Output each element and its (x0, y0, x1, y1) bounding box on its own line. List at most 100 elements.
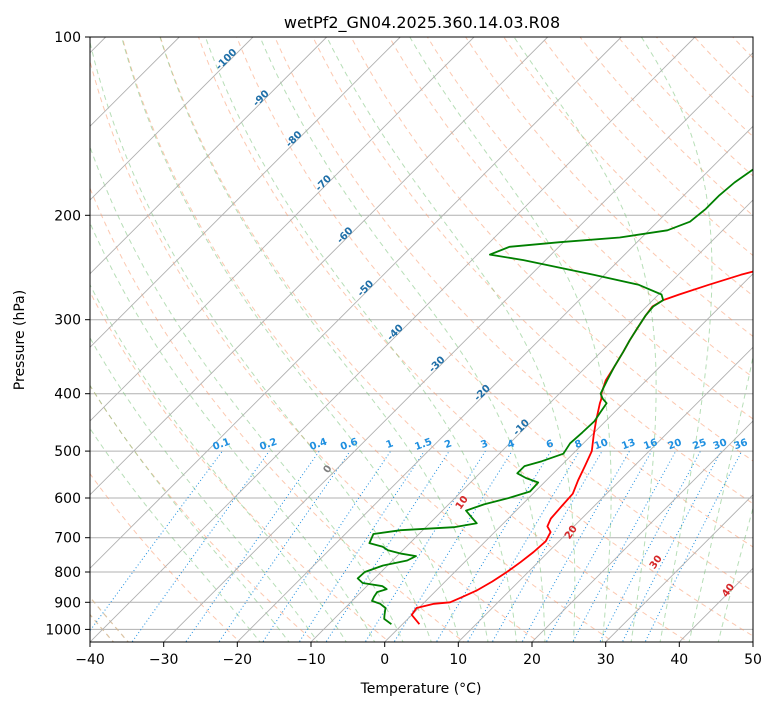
moist-adiabat (688, 354, 753, 642)
isotherm-label: -20 (472, 383, 493, 404)
isotherm (310, 199, 753, 642)
dry-adiabat (236, 37, 753, 592)
mixing-ratio-line (364, 450, 486, 642)
mixing-ratio-label: 20 (667, 437, 684, 452)
dry-adiabat (90, 472, 241, 642)
isotherm (605, 494, 753, 642)
mixing-ratio-label: 0.4 (308, 437, 328, 453)
dry-adiabat (90, 59, 540, 642)
mixing-ratio-label: 0.2 (258, 437, 278, 453)
isotherm (90, 37, 696, 642)
isotherm (90, 37, 328, 275)
horizontal-grid (90, 37, 753, 630)
isotherm (457, 346, 753, 642)
isotherm (90, 37, 549, 496)
isotherm (163, 52, 753, 642)
moist-adiabat-label: 40 (720, 582, 737, 600)
isotherm-label: -10 (511, 418, 532, 439)
x-axis-ticks: −40 −30 −20 −10 0 10 20 30 40 50 (75, 642, 762, 668)
isotherm (90, 37, 475, 422)
x-tick-label: 0 (380, 652, 389, 668)
x-axis-title: Temperature (°C) (360, 681, 482, 697)
mixing-ratio-line (393, 450, 513, 642)
x-tick-label: 30 (597, 652, 615, 668)
moist-adiabat (204, 37, 517, 642)
isotherm-label: -80 (284, 129, 305, 150)
mixing-ratio-line (621, 450, 722, 642)
x-tick-label: −30 (149, 652, 179, 668)
y-tick-label: 400 (54, 387, 81, 403)
y-tick-label: 800 (54, 565, 81, 581)
mixing-ratio-label: 8 (573, 438, 583, 451)
mixing-ratio-label: 10 (593, 437, 610, 452)
mixing-ratio-label: 0.6 (339, 437, 359, 453)
y-axis-title: Pressure (hPa) (12, 290, 28, 390)
isotherm (236, 125, 753, 642)
mixing-ratio-label: 0.1 (211, 437, 231, 453)
isotherm (90, 37, 622, 569)
moist-adiabat (90, 145, 404, 642)
dry-adiabat (503, 37, 753, 297)
dry-adiabat (90, 291, 391, 642)
mixing-ratio-label: 13 (620, 437, 637, 452)
dewpoint-profile-line (356, 168, 753, 625)
plot-area: -100 -90 -80 -70 -60 -50 -40 -30 -20 -10 0.1 0.2 0.4… (90, 24, 775, 645)
dry-adiabat (90, 384, 316, 642)
dry-adiabat (579, 37, 753, 217)
mixing-ratio-label: 36 (733, 437, 750, 452)
dry-adiabat (426, 37, 753, 379)
mixing-ratio-label: 25 (691, 437, 708, 452)
dry-adiabat (350, 37, 753, 462)
isotherm-label: -50 (356, 279, 377, 300)
plot-frame (89, 36, 754, 643)
isotherm-label: -90 (251, 88, 272, 109)
x-tick-label: −40 (75, 652, 105, 668)
x-tick-label: 50 (744, 652, 762, 668)
y-tick-label: 200 (54, 208, 81, 224)
mixing-ratio-line (644, 450, 743, 642)
moist-adiabats (90, 37, 753, 642)
mixing-ratio-line (491, 450, 603, 642)
dry-adiabat (655, 37, 753, 138)
x-tick-label: −20 (223, 652, 253, 668)
dry-adiabat (197, 37, 753, 637)
isotherm-label: -30 (427, 355, 448, 376)
moist-adiabat (90, 384, 290, 642)
moist-adiabat (90, 283, 347, 642)
dry-adiabat (541, 37, 753, 257)
dry-adiabat (465, 37, 753, 338)
y-tick-label: 600 (54, 491, 81, 507)
moist-adiabat (259, 37, 546, 642)
moist-adiabat (159, 37, 489, 642)
isotherm-label: -40 (385, 323, 406, 344)
moist-adiabat (90, 336, 319, 642)
mixing-ratio-line (599, 450, 701, 642)
moist-adiabat (513, 37, 657, 642)
mixing-ratio-line (218, 450, 351, 642)
moist-adiabat (90, 427, 261, 642)
isotherm-label: -70 (314, 173, 335, 194)
isotherm (752, 641, 753, 642)
moist-adiabat (717, 505, 753, 642)
dry-adiabat (758, 24, 775, 645)
mixing-ratio-label: 6 (545, 438, 555, 451)
isotherm (384, 273, 753, 642)
dry-adiabat (732, 37, 753, 59)
moist-adiabat (640, 37, 713, 642)
isopleth-labels: -100 -90 -80 -70 -60 -50 -40 -30 -20 -10 0.1 0.2 0.4… (211, 47, 749, 600)
mixing-ratio-label: 4 (506, 438, 516, 451)
mixing-ratio-line (572, 450, 677, 642)
isotherm (90, 37, 254, 201)
y-tick-label: 900 (54, 595, 81, 611)
dry-adiabat (388, 37, 753, 420)
dry-adiabat (121, 37, 615, 642)
moist-adiabat (409, 37, 612, 642)
y-tick-label: 300 (54, 313, 81, 329)
x-tick-label: 40 (670, 652, 688, 668)
x-tick-label: 20 (523, 652, 541, 668)
moist-adiabat-label: 30 (648, 554, 665, 572)
mixing-ratio-label: 1 (385, 438, 395, 451)
skewed-isotherms (90, 37, 753, 642)
y-tick-label: 1000 (45, 622, 81, 638)
